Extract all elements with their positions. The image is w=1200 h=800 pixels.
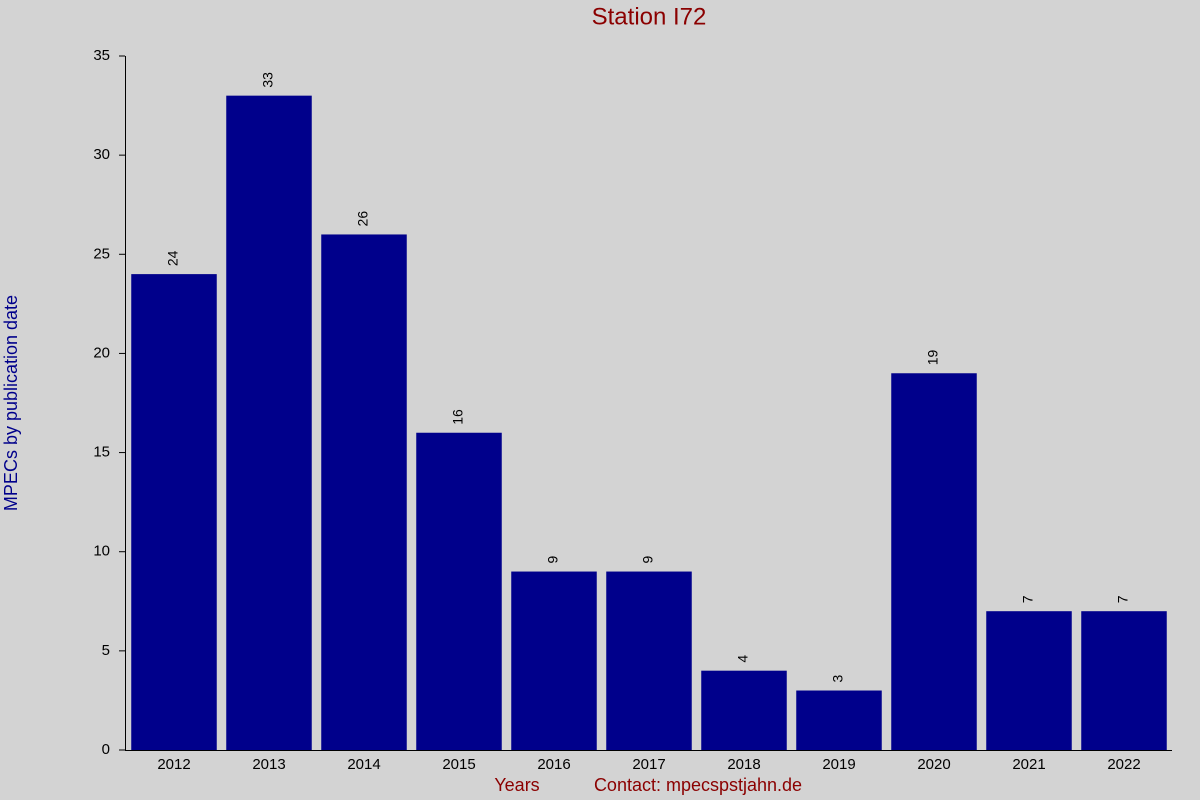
value-label: 4 bbox=[735, 655, 751, 663]
bar bbox=[891, 373, 977, 750]
bar bbox=[986, 611, 1072, 750]
y-tick-label: 25 bbox=[93, 245, 110, 262]
x-tick-label: 2020 bbox=[917, 756, 950, 773]
y-tick-label: 5 bbox=[102, 642, 110, 659]
bar bbox=[131, 274, 217, 750]
bar bbox=[606, 571, 692, 750]
value-label: 9 bbox=[545, 556, 561, 564]
y-axis-label: MPECs by publication date bbox=[1, 295, 21, 511]
x-tick-label: 2016 bbox=[537, 756, 570, 773]
x-tick-label: 2018 bbox=[727, 756, 760, 773]
bar bbox=[321, 234, 407, 750]
x-tick-label: 2012 bbox=[157, 756, 190, 773]
bar bbox=[226, 95, 312, 750]
x-tick-label: 2013 bbox=[252, 756, 285, 773]
x-tick-label: 2021 bbox=[1012, 756, 1045, 773]
x-tick-label: 2017 bbox=[632, 756, 665, 773]
bar bbox=[511, 571, 597, 750]
annotation: Contact: mpecspstjahn.de bbox=[594, 775, 802, 795]
value-label: 7 bbox=[1115, 595, 1131, 603]
value-label: 3 bbox=[830, 675, 846, 683]
y-tick-label: 0 bbox=[102, 741, 110, 758]
bar bbox=[416, 432, 502, 750]
y-tick-label: 35 bbox=[93, 47, 110, 64]
y-tick-label: 10 bbox=[93, 543, 110, 560]
value-label: 9 bbox=[640, 556, 656, 564]
y-tick-label: 30 bbox=[93, 146, 110, 163]
bar bbox=[1081, 611, 1167, 750]
x-tick-label: 2022 bbox=[1107, 756, 1140, 773]
chart-title: Station I72 bbox=[592, 3, 707, 30]
value-label: 7 bbox=[1020, 595, 1036, 603]
y-tick-label: 15 bbox=[93, 444, 110, 461]
x-tick-label: 2015 bbox=[442, 756, 475, 773]
y-tick-label: 20 bbox=[93, 344, 110, 361]
value-label: 24 bbox=[165, 250, 181, 266]
x-tick-label: 2014 bbox=[347, 756, 380, 773]
value-label: 26 bbox=[355, 211, 371, 227]
bar bbox=[701, 670, 787, 750]
value-label: 16 bbox=[450, 409, 466, 425]
bar bbox=[796, 690, 882, 750]
x-axis-label: Years bbox=[494, 775, 539, 795]
x-tick-label: 2019 bbox=[822, 756, 855, 773]
value-label: 19 bbox=[925, 349, 941, 365]
value-label: 33 bbox=[260, 72, 276, 88]
